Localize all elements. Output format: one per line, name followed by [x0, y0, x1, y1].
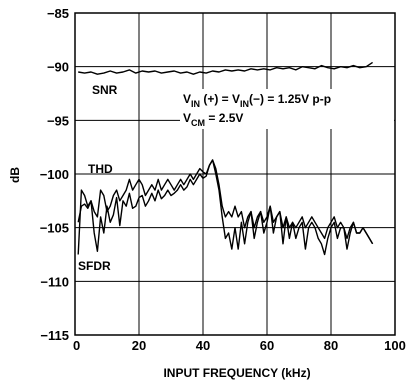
series-thd-line: [77, 159, 374, 255]
x-tick-labels: 0 20 40 60 80 100: [73, 338, 406, 353]
series-labels: SNR THD SFDR: [78, 83, 118, 273]
test-condition-annotation: VIN (+) = VIN(−) = 1.25V p-p VCM = 2.5V: [180, 89, 394, 129]
series-snr-line: [78, 61, 373, 75]
annotation-vin: VIN (+) = VIN(−) = 1.25V p-p: [183, 92, 331, 109]
annotation-background: [180, 89, 394, 129]
y-tick-label: −115: [40, 328, 69, 343]
x-tick-label: 80: [324, 338, 338, 353]
x-axis-title: INPUT FREQUENCY (kHz): [163, 366, 310, 380]
series-layer: [77, 61, 374, 256]
y-tick-label: −90: [47, 60, 69, 75]
x-tick-label: 0: [73, 338, 80, 353]
x-tick-label: 40: [196, 338, 210, 353]
gridlines: [75, 13, 395, 335]
y-tick-label: −105: [40, 221, 69, 236]
series-label-snr: SNR: [92, 83, 118, 97]
y-tick-label: −100: [40, 167, 69, 182]
x-tick-label: 60: [260, 338, 274, 353]
y-tick-label: −110: [40, 274, 69, 289]
y-axis-title: dB: [8, 167, 22, 183]
plot-frame: [74, 12, 396, 336]
y-tick-label: −95: [47, 113, 69, 128]
series-label-thd: THD: [88, 162, 113, 176]
series-sfdr-line: [77, 159, 374, 256]
x-tick-label: 100: [384, 338, 406, 353]
y-tick-label: −85: [47, 6, 69, 21]
y-tick-labels: −85 −90 −95 −100 −105 −110 −115: [40, 6, 69, 343]
x-tick-label: 20: [132, 338, 146, 353]
annotation-vcm: VCM = 2.5V: [183, 111, 243, 128]
series-label-sfdr: SFDR: [78, 259, 111, 273]
